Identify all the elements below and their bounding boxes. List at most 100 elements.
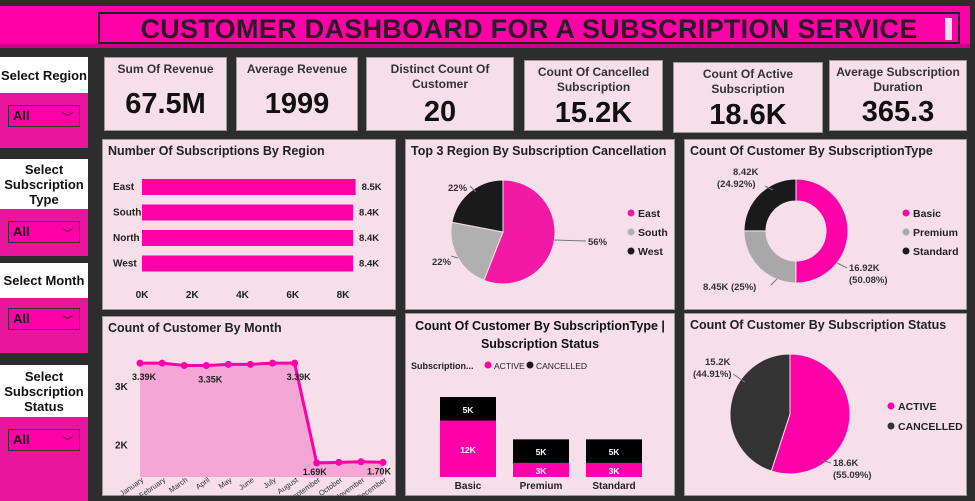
legend-marker [526, 361, 534, 369]
data-point [313, 459, 321, 467]
bar-east [142, 179, 356, 195]
pie-slice-active [770, 353, 851, 475]
legend-marker [484, 361, 492, 369]
panel-title: Count Of Customer By SubscriptionType | … [415, 319, 665, 351]
bar-cancelled-premium [513, 439, 569, 463]
series-line [140, 361, 384, 465]
kpi-label: Average Subscription Duration [836, 65, 960, 94]
stacked-bar-chart: Subscription... ACTIVE CANCELLED 12K 5K Basic… [411, 361, 642, 492]
data-label: 3K [536, 466, 548, 476]
data-label: 3.39K [132, 372, 157, 382]
legend-label: Standard [913, 246, 959, 258]
leader-line [764, 185, 774, 191]
leader-line [732, 373, 746, 383]
category-label: East [113, 182, 135, 193]
legend-label: West [638, 246, 663, 258]
kpi-distinct-customers: Distinct Count Of Customer 20 [366, 57, 514, 131]
type-donut-chart: 8.42K(24.92%) 8.45K (25%) 16.92K(50.08%) Ba… [703, 167, 959, 293]
bar-west [142, 255, 354, 272]
kpi-cancelled-subscriptions: Count Of Cancelled Subscription 15.2K [524, 60, 663, 131]
title-scrollbar[interactable] [945, 18, 952, 40]
kpi-sum-revenue: Sum Of Revenue 67.5M [104, 57, 227, 131]
slicer-status-label: Select Subscription Status [0, 365, 88, 417]
kpi-label: Average Revenue [246, 62, 348, 76]
kpi-value: 15.2K [554, 97, 633, 129]
region-bar-chart: East 8.5K South 8.4K North 8.4K West 8.4K 0K 2K 4K… [113, 179, 382, 301]
kpi-average-revenue: Average Revenue 1999 [236, 57, 358, 131]
data-point [379, 458, 387, 466]
data-label: (44.91%) [693, 369, 732, 380]
data-point [269, 359, 277, 367]
leader-line [469, 185, 477, 193]
legend-marker [902, 209, 910, 217]
data-label: 18.6K [833, 458, 858, 469]
title-bar: CUSTOMER DASHBOARD FOR A SUBSCRIPTION SE… [0, 6, 970, 48]
panel-customers-by-month: Count of Customer By Month 2K 3K 3.39K 3.35… [102, 316, 396, 497]
kpi-average-duration: Average Subscription Duration 365.3 [829, 60, 967, 131]
data-point [224, 360, 232, 368]
data-label: 8.4K [359, 233, 379, 244]
chevron-down-icon: ﹀ [62, 436, 73, 448]
legend-label: ACTIVE [494, 361, 525, 371]
legend-marker [627, 247, 635, 255]
tick-label: 6K [286, 290, 300, 301]
data-label: 8.4K [359, 259, 379, 270]
dashboard-title: CUSTOMER DASHBOARD FOR A SUBSCRIPTION SE… [140, 14, 918, 44]
pie-slice-premium [743, 230, 797, 284]
data-label: 8.42K [733, 167, 758, 178]
category-label: West [113, 259, 137, 270]
panel-title: Count of Customer By Month [108, 321, 282, 335]
data-label: 8.4K [359, 208, 379, 219]
panel-cancellation-by-region: Top 3 Region By Subscription Cancellatio… [405, 139, 675, 310]
legend-marker [887, 402, 895, 410]
data-label: 22% [448, 183, 468, 194]
category-label: Premium [520, 481, 563, 492]
panel-customers-by-type: Count Of Customer By SubscriptionType 8.… [684, 139, 967, 310]
bar-active-premium [513, 462, 569, 477]
pie-slice-cancelled [729, 353, 791, 472]
kpi-label: Count Of Active Subscription [702, 67, 794, 96]
kpi-value: 365.3 [861, 96, 935, 128]
data-label: 16.92K [849, 263, 880, 274]
kpi-active-subscriptions: Count Of Active Subscription 18.6K [673, 62, 823, 133]
panel-subscriptions-by-region: Number Of Subscriptions By Region East 8.… [102, 139, 396, 310]
tick-label: 4K [236, 290, 250, 301]
status-dropdown[interactable]: All ﹀ [8, 429, 80, 451]
tick-label: 3K [115, 382, 129, 393]
data-label: 5K [536, 447, 548, 457]
panel-customers-by-status: Count Of Customer By Subscription Status… [684, 313, 967, 496]
data-label: 3.35K [198, 375, 223, 385]
region-dropdown[interactable]: All ﹀ [8, 105, 80, 127]
data-label: 1.70K [367, 466, 392, 476]
bar-active-basic [440, 420, 496, 477]
data-label: 1.69K [303, 467, 328, 477]
pie-slice-basic [795, 178, 849, 284]
pie-slice-south [450, 221, 504, 281]
data-label: 12K [460, 445, 476, 455]
type-dropdown[interactable]: All ﹀ [8, 221, 80, 243]
panel-type-by-status: Count Of Customer By SubscriptionType | … [405, 313, 675, 496]
data-point [180, 362, 188, 370]
bar-cancelled-basic [440, 397, 496, 421]
kpi-value: 18.6K [709, 99, 787, 131]
data-label: 15.2K [705, 357, 730, 368]
month-dropdown-value: All [13, 311, 30, 326]
pie-slice-west [451, 179, 504, 233]
kpi-value: 67.5M [125, 88, 206, 120]
leader-line [836, 262, 848, 269]
panel-title: Number Of Subscriptions By Region [108, 144, 325, 158]
data-point [136, 359, 144, 367]
slicer-type-label: Select Subscription Type [0, 159, 88, 209]
tick-label: 8K [337, 290, 351, 301]
kpi-label: Count Of Cancelled Subscription [537, 65, 650, 94]
bar-south [142, 204, 354, 221]
tick-label: 0K [136, 290, 150, 301]
leader-line [553, 239, 587, 242]
category-label: North [113, 233, 140, 244]
legend-label: CANCELLED [536, 361, 587, 371]
slicer-region: All ﹀ [0, 93, 88, 148]
bar-active-standard [586, 462, 642, 477]
chevron-down-icon: ﹀ [62, 112, 73, 124]
legend-marker [627, 228, 635, 236]
month-dropdown[interactable]: All ﹀ [8, 308, 80, 330]
